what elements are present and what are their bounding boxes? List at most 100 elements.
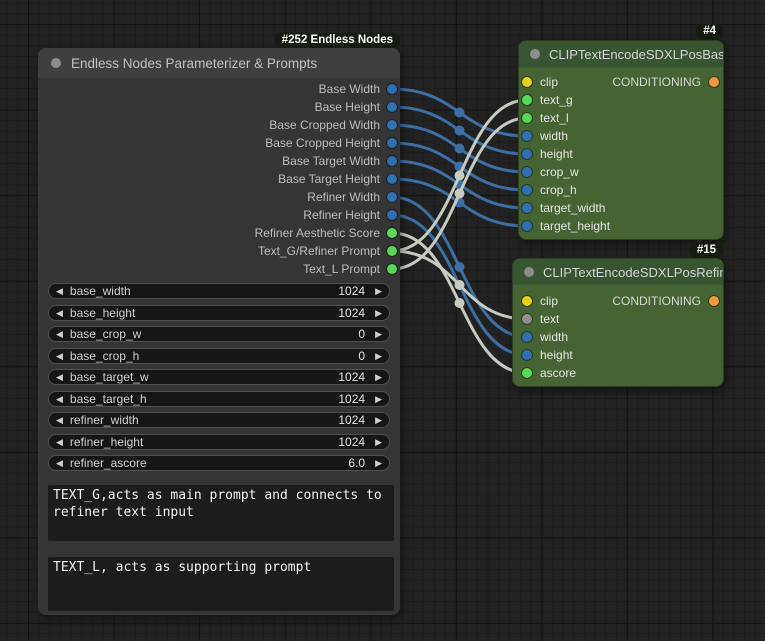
input-port-icon[interactable] [522,203,532,213]
input-port-icon[interactable] [522,221,532,231]
decrement-arrow-icon[interactable]: ◀ [56,436,63,447]
output-port-icon[interactable] [387,156,397,166]
collapse-dot-icon[interactable] [524,267,534,277]
node-id-badge: #4 [696,24,723,39]
link-midpoint-dot[interactable] [454,125,465,136]
increment-arrow-icon[interactable]: ▶ [375,372,382,382]
input-port-icon[interactable] [522,296,532,306]
node-clip-text-encode-sdxl-pos-base[interactable]: #4 CLIPTextEncodeSDXLPosBase clip CONDIT… [518,24,724,240]
output-port-icon[interactable] [387,246,397,256]
node-clip-text-encode-sdxl-pos-refiner[interactable]: #15 CLIPTextEncodeSDXLPosRefiner clip CO… [512,243,724,387]
widget-base-crop-h[interactable]: ◀ base_crop_h 0 ▶ [48,347,390,364]
text-l-prompt-input[interactable]: TEXT_L, acts as supporting prompt [48,557,394,611]
increment-arrow-icon[interactable]: ▶ [375,329,382,339]
output-port-icon[interactable] [387,210,397,220]
widget-value[interactable]: 1024 [338,284,366,298]
input-target-width: target_width [519,199,723,217]
widget-value[interactable]: 0 [358,348,366,363]
widget-value[interactable]: 1024 [338,391,366,406]
input-port-icon[interactable] [522,332,532,342]
input-port-icon[interactable] [522,131,532,141]
node-title-bar[interactable]: Endless Nodes Parameterizer & Prompts [38,48,400,78]
text-g-prompt-input[interactable]: TEXT_G,acts as main prompt and connects … [48,485,394,541]
increment-arrow-icon[interactable]: ▶ [375,393,382,404]
output-port-icon[interactable] [709,77,719,87]
decrement-arrow-icon[interactable]: ◀ [56,372,63,382]
widget-base-target-h[interactable]: ◀ base_target_h 1024 ▶ [48,390,390,407]
input-text-g: text_g [519,91,723,109]
output-base-target-width: Base Target Width [38,152,400,170]
decrement-arrow-icon[interactable]: ◀ [56,329,63,339]
output-refiner-width: Refiner Width [38,188,400,206]
output-base-cropped-width: Base Cropped Width [38,116,400,134]
input-port-icon[interactable] [522,314,532,324]
widget-refiner-height[interactable]: ◀ refiner_height 1024 ▶ [48,433,390,450]
output-port-icon[interactable] [387,228,397,238]
output-port-icon[interactable] [387,264,397,274]
output-base-target-height: Base Target Height [38,170,400,188]
node-title-bar[interactable]: CLIPTextEncodeSDXLPosRefiner [513,259,723,285]
collapse-dot-icon[interactable] [51,58,61,68]
increment-arrow-icon[interactable]: ▶ [375,415,382,425]
output-port-icon[interactable] [387,192,397,202]
output-port-icon[interactable] [709,296,719,306]
link-midpoint-dot[interactable] [454,262,465,272]
link-midpoint-dot[interactable] [454,170,465,181]
link-midpoint-dot[interactable] [454,280,465,290]
widget-value[interactable]: 0 [358,327,366,341]
output-port-icon[interactable] [387,84,397,94]
collapse-dot-icon[interactable] [530,49,540,59]
increment-arrow-icon[interactable]: ▶ [375,286,382,296]
input-port-icon[interactable] [522,113,532,123]
output-text-l-prompt: Text_L Prompt [38,260,400,278]
decrement-arrow-icon[interactable]: ◀ [56,393,63,404]
widget-value[interactable]: 1024 [338,413,366,427]
widget-value[interactable]: 1024 [338,434,366,449]
input-port-icon[interactable] [522,77,532,87]
decrement-arrow-icon[interactable]: ◀ [56,415,63,425]
decrement-arrow-icon[interactable]: ◀ [56,350,63,361]
widget-base-width[interactable]: ◀ base_width 1024 ▶ [48,283,390,299]
input-width: width [513,328,723,346]
widget-base-crop-w[interactable]: ◀ base_crop_w 0 ▶ [48,326,390,342]
input-target-height: target_height [519,217,723,235]
increment-arrow-icon[interactable]: ▶ [375,458,382,468]
widget-value[interactable]: 1024 [338,305,366,320]
output-port-icon[interactable] [387,102,397,112]
input-port-icon[interactable] [522,95,532,105]
widget-base-height[interactable]: ◀ base_height 1024 ▶ [48,304,390,321]
output-base-cropped-height: Base Cropped Height [38,134,400,152]
widget-value[interactable]: 1024 [338,370,366,384]
decrement-arrow-icon[interactable]: ◀ [56,458,63,468]
output-conditioning: CONDITIONING [519,73,723,91]
increment-arrow-icon[interactable]: ▶ [375,307,382,318]
link-midpoint-dot[interactable] [454,107,465,118]
decrement-arrow-icon[interactable]: ◀ [56,307,63,318]
input-port-icon[interactable] [522,167,532,177]
node-title-bar[interactable]: CLIPTextEncodeSDXLPosBase [519,41,723,67]
input-clip: clip [513,292,723,310]
link-midpoint-dot[interactable] [454,188,465,199]
output-port-icon[interactable] [387,120,397,130]
widget-refiner-width[interactable]: ◀ refiner_width 1024 ▶ [48,412,390,428]
input-port-icon[interactable] [522,350,532,360]
output-port-icon[interactable] [387,138,397,148]
decrement-arrow-icon[interactable]: ◀ [56,286,63,296]
output-conditioning: CONDITIONING [513,292,723,310]
link-midpoint-dot[interactable] [454,143,465,154]
input-port-icon[interactable] [522,149,532,159]
node-title: Endless Nodes Parameterizer & Prompts [71,55,318,71]
input-crop-w: crop_w [519,163,723,181]
widget-base-target-w[interactable]: ◀ base_target_w 1024 ▶ [48,369,390,385]
widget-value[interactable]: 6.0 [348,456,366,470]
node-endless-parameterizer[interactable]: #252 Endless Nodes Endless Nodes Paramet… [38,33,400,615]
input-port-icon[interactable] [522,185,532,195]
widget-refiner-ascore[interactable]: ◀ refiner_ascore 6.0 ▶ [48,455,390,471]
output-port-icon[interactable] [387,174,397,184]
increment-arrow-icon[interactable]: ▶ [375,436,382,447]
input-port-icon[interactable] [522,368,532,378]
increment-arrow-icon[interactable]: ▶ [375,350,382,361]
link-midpoint-dot[interactable] [454,298,465,308]
